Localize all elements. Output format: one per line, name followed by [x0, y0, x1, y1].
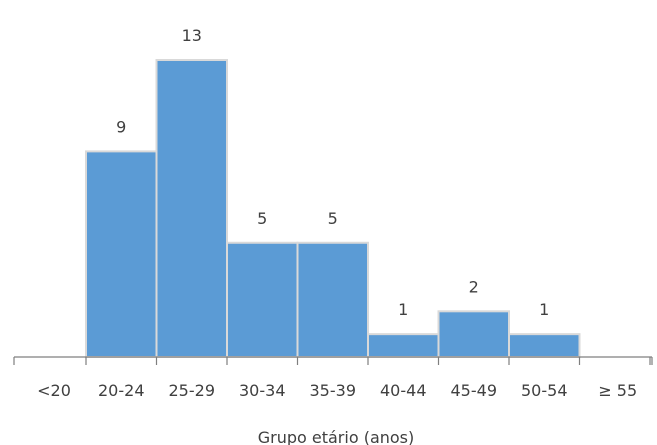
bar-45-49 — [437, 310, 510, 358]
data-label-40-44: 1 — [398, 300, 408, 319]
x-tick-label-45-49: 45-49 — [451, 381, 498, 400]
x-tick-label-<20: <20 — [37, 381, 71, 400]
x-tick-label-40-44: 40-44 — [380, 381, 427, 400]
bar-30-34 — [226, 241, 299, 358]
bar-40-44 — [367, 333, 440, 358]
bar-20-24 — [85, 150, 158, 358]
x-tick-label-25-29: 25-29 — [169, 381, 216, 400]
data-label-30-34: 5 — [257, 209, 267, 228]
x-tick-label-20-24: 20-24 — [98, 381, 145, 400]
data-label-50-54: 1 — [539, 300, 549, 319]
bar-50-54 — [508, 333, 581, 358]
x-axis: <20 20-24 25-29 30-34 35-39 40-44 45-49 50-54 ≥ … — [13, 356, 653, 400]
x-tick-label-50-54: 50-54 — [521, 381, 568, 400]
x-axis-title: Grupo etário (anos) — [258, 428, 415, 445]
bar-25-29 — [155, 59, 228, 358]
data-label-25-29: 13 — [182, 26, 202, 45]
data-labels-layer: 9 13 5 5 1 2 1 — [116, 26, 549, 319]
bar-35-39 — [296, 241, 369, 358]
data-label-20-24: 9 — [116, 117, 126, 136]
x-tick-label-≥ 55: ≥ 55 — [598, 381, 637, 400]
data-label-35-39: 5 — [328, 209, 338, 228]
x-tick-label-30-34: 30-34 — [239, 381, 286, 400]
bars-layer — [85, 59, 581, 358]
x-tick-label-35-39: 35-39 — [310, 381, 357, 400]
data-label-45-49: 2 — [469, 277, 479, 296]
